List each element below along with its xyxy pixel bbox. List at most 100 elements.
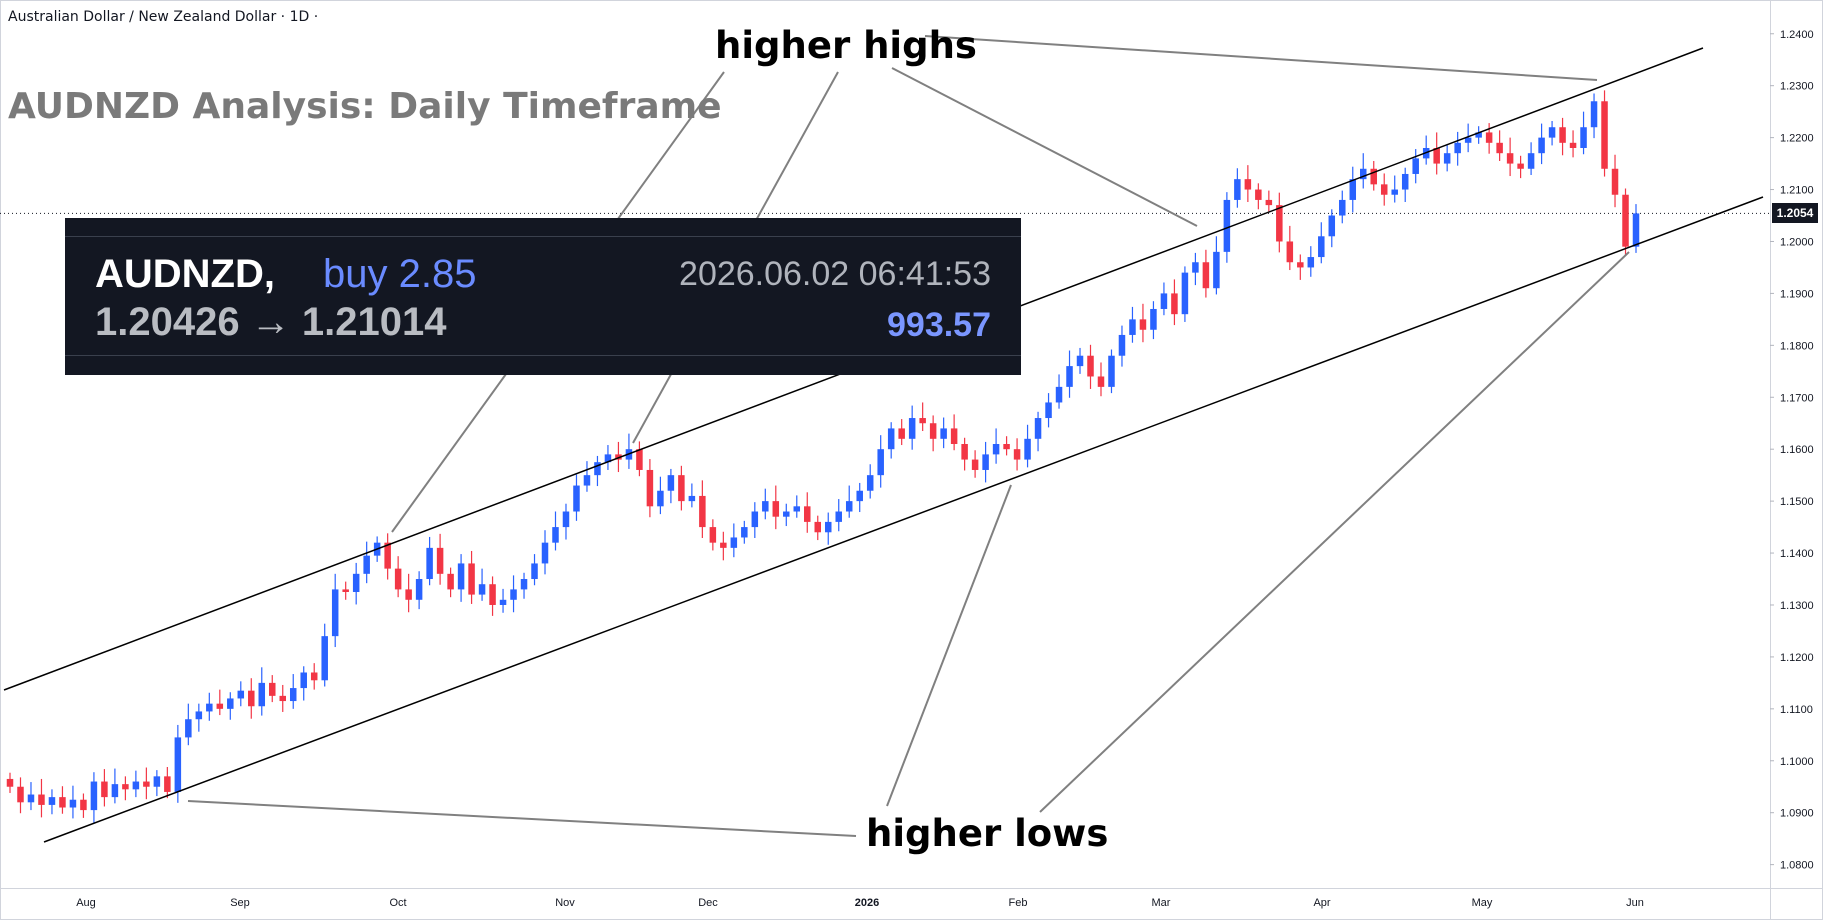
- y-tick-label: 1.1400: [1780, 548, 1814, 560]
- candle-body: [1318, 236, 1325, 258]
- x-tick-label: Nov: [555, 897, 575, 909]
- trade-datetime: 2026.06.02 06:41:53: [679, 255, 991, 293]
- candle-body: [1024, 438, 1031, 460]
- candle-body: [216, 703, 224, 709]
- candle-body: [531, 563, 538, 580]
- candle-body: [59, 797, 66, 808]
- candle-body: [1013, 449, 1021, 460]
- candle-body: [1580, 127, 1587, 148]
- candle-body: [1401, 173, 1409, 190]
- trade-symbol: AUDNZD,: [95, 252, 275, 297]
- y-tick-label: 1.1100: [1780, 704, 1813, 716]
- candle-body: [908, 418, 916, 439]
- y-tick-label: 1.2300: [1780, 81, 1814, 93]
- candle-body: [594, 462, 601, 476]
- y-tick-label: 1.1600: [1780, 444, 1814, 456]
- candle-body: [1181, 272, 1189, 315]
- candle-body: [667, 475, 675, 491]
- candle-body: [971, 459, 979, 470]
- candle-body: [1223, 199, 1231, 252]
- trade-exit: 1.21014: [301, 300, 447, 344]
- candle-body: [615, 454, 622, 460]
- trade-pnl: 993.57: [887, 306, 991, 344]
- candle-body: [1087, 355, 1094, 377]
- higher-lows-pointer-2: [886, 484, 1012, 807]
- y-tick-label: 1.1800: [1780, 340, 1814, 352]
- candle-body: [1632, 213, 1640, 247]
- candle-body: [1276, 205, 1283, 242]
- candle-body: [604, 454, 612, 463]
- candle-body: [48, 797, 56, 805]
- y-tick-label: 1.0900: [1780, 808, 1814, 820]
- candle-body: [1297, 262, 1304, 268]
- candle-body: [1045, 402, 1052, 419]
- candle-body: [1559, 127, 1566, 143]
- x-tick-label: Mar: [1152, 897, 1171, 909]
- candle-body: [405, 589, 412, 600]
- candle-body: [1055, 386, 1063, 403]
- candle-body: [394, 568, 402, 590]
- trade-prices: 1.20426 → 1.21014: [95, 300, 446, 345]
- candle-body: [814, 521, 822, 533]
- current-price-tag: 1.2054: [1772, 203, 1818, 224]
- candle-body: [1412, 158, 1419, 174]
- candle-body: [961, 444, 968, 460]
- candle-body: [982, 454, 989, 470]
- symbol-header: Australian Dollar / New Zealand Dollar ·…: [8, 9, 319, 25]
- candle-body: [856, 490, 863, 502]
- x-tick-label: Sep: [230, 897, 250, 909]
- candle-body: [321, 636, 328, 681]
- higher-lows-pointer-1: [187, 800, 857, 837]
- candle-body: [940, 428, 947, 439]
- candle-body: [1590, 101, 1598, 128]
- candle-body: [1391, 189, 1398, 195]
- y-tick-label: 1.2000: [1780, 236, 1814, 248]
- y-tick-label: 1.1200: [1780, 652, 1814, 664]
- candle-body: [436, 547, 444, 574]
- candle-body: [1108, 355, 1115, 387]
- candle-body: [1339, 199, 1346, 216]
- candle-body: [898, 428, 905, 439]
- candle-body: [457, 563, 465, 590]
- candle-body: [919, 418, 926, 424]
- candle-body: [478, 584, 486, 595]
- trade-symbol-text: AUDNZD: [95, 252, 264, 296]
- candle-body: [1359, 168, 1367, 180]
- candle-body: [646, 469, 654, 507]
- lower-trendline: [43, 196, 1764, 843]
- x-tick-label: Oct: [389, 897, 406, 909]
- candle-body: [1538, 137, 1545, 154]
- candle-body: [783, 511, 790, 517]
- candle-body: [489, 584, 496, 605]
- candle-body: [887, 428, 895, 450]
- candle-body: [1286, 241, 1294, 263]
- x-tick-label: 2026: [855, 897, 879, 909]
- candle-body: [1485, 132, 1493, 143]
- candle-body: [583, 475, 591, 486]
- candle-body: [636, 449, 643, 470]
- y-tick-label: 1.0800: [1780, 860, 1814, 872]
- candle-body: [1066, 366, 1073, 387]
- candle-body: [1464, 137, 1472, 143]
- candle-body: [1076, 355, 1084, 367]
- candle-body: [1097, 376, 1105, 387]
- candle-body: [174, 737, 182, 792]
- candle-body: [1171, 293, 1178, 315]
- candle-body: [866, 475, 874, 491]
- candle-body: [751, 511, 759, 528]
- candles: [6, 90, 1640, 823]
- candle-body: [1202, 262, 1210, 289]
- candle-body: [342, 589, 349, 592]
- candle-body: [269, 682, 276, 696]
- y-tick-label: 1.1000: [1780, 756, 1814, 768]
- candle-body: [510, 589, 517, 600]
- chart-title: AUDNZD Analysis: Daily Timeframe: [8, 86, 722, 127]
- candle-body: [1611, 168, 1619, 195]
- higher-highs-pointer-1: [924, 35, 1598, 81]
- higher-lows-label: higher lows: [866, 812, 1109, 855]
- candle-body: [1150, 308, 1157, 330]
- candle-body: [143, 781, 150, 787]
- candle-body: [772, 501, 780, 517]
- candle-body: [415, 579, 423, 600]
